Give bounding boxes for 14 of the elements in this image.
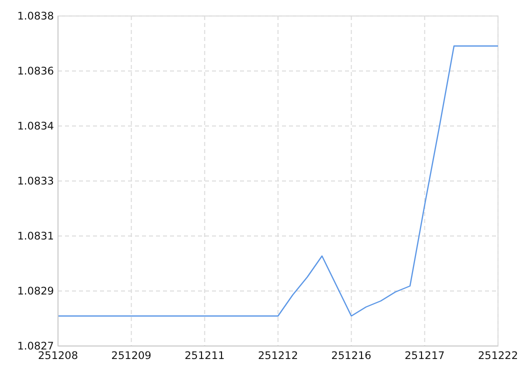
- x-tick-label: 251209: [111, 350, 152, 362]
- y-tick-label: 1.0833: [17, 176, 54, 188]
- y-tick-label: 1.0829: [17, 286, 54, 298]
- x-tick-label: 251212: [258, 350, 298, 362]
- y-tick-label: 1.0838: [17, 10, 54, 23]
- y-tick-label: 1.0836: [17, 66, 54, 78]
- x-tick-label: 251217: [404, 350, 445, 362]
- x-tick-label: 251222: [478, 350, 518, 362]
- y-tick-label: 1.0831: [17, 230, 54, 243]
- x-tick-label: 251216: [331, 350, 372, 362]
- line-series: [57, 45, 499, 317]
- x-tick-label: 251208: [38, 350, 78, 362]
- x-tick-label: 251211: [184, 350, 225, 362]
- y-tick-label: 1.0834: [17, 120, 54, 133]
